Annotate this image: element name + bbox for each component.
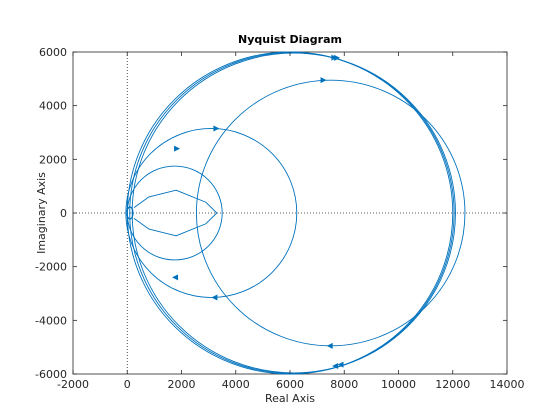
nyquist-curve-7 [133,189,218,237]
direction-arrow [320,77,327,84]
direction-arrow [174,145,181,152]
nyquist-curve-2 [129,52,455,374]
direction-arrow [337,361,344,368]
y-tick-label: -4000 [35,314,67,327]
x-tick-label: -2000 [57,378,89,391]
direction-arrow [332,362,339,369]
zero-lines [73,52,507,374]
y-tick-label: 2000 [39,153,67,166]
nyquist-curve-5 [125,128,298,298]
x-axis-label: Real Axis [265,392,315,405]
axis-ticks: -2000 0 2000 4000 6000 8000 10000 12000 14000 -60… [35,46,524,391]
y-axis-label: Imaginary Axis [35,172,48,254]
x-tick-label: 8000 [330,378,358,391]
x-tick-label: 12000 [435,378,470,391]
nyquist-curve-3 [131,52,456,374]
y-tick-label: 6000 [39,46,67,59]
direction-arrow [334,54,341,61]
x-tick-label: 0 [124,378,131,391]
x-tick-label: 14000 [490,378,525,391]
y-tick-label: 4000 [39,100,67,113]
arrow-layer [172,54,344,369]
y-tick-label: -6000 [35,368,67,381]
x-tick-label: 10000 [381,378,416,391]
y-tick-label: 0 [60,207,67,220]
direction-arrow [211,294,218,301]
x-tick-label: 6000 [276,378,304,391]
origin-cluster [126,206,134,220]
direction-arrow [326,342,333,349]
y-tick-label: -2000 [35,261,67,274]
direction-arrow [172,274,179,281]
x-tick-label: 4000 [222,378,250,391]
chart-title: Nyquist Diagram [238,33,342,46]
direction-arrow [213,125,220,132]
x-tick-label: 2000 [168,378,196,391]
